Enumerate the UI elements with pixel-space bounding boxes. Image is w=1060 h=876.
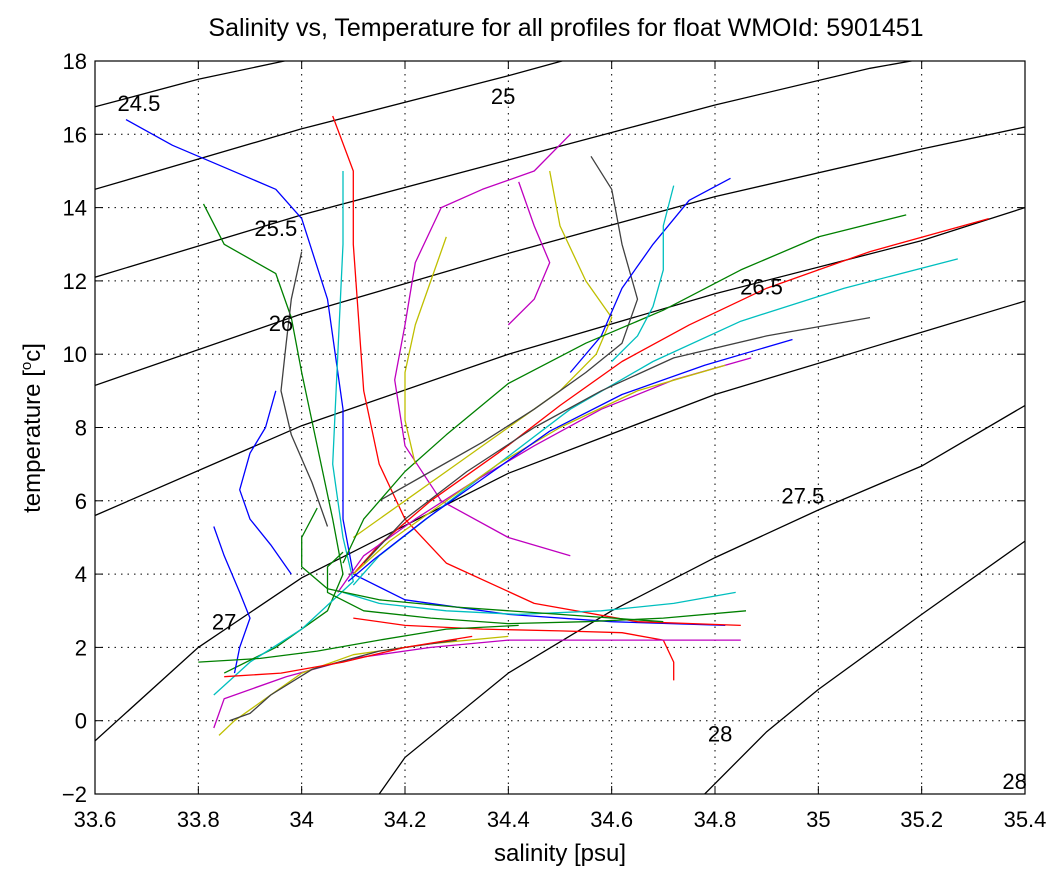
profile-line bbox=[342, 214, 907, 564]
x-tick-label: 34.2 bbox=[384, 807, 427, 832]
density-contour-line bbox=[95, 61, 915, 278]
y-tick-label: 18 bbox=[63, 49, 87, 74]
profile-line bbox=[569, 177, 731, 373]
profile-line bbox=[213, 171, 354, 696]
profile-line bbox=[213, 639, 741, 729]
profile-line bbox=[353, 617, 675, 681]
density-contour-line bbox=[95, 61, 288, 108]
x-tick-label: 35.4 bbox=[1004, 807, 1047, 832]
profile-line bbox=[404, 236, 447, 465]
y-axis-label-suffix: c] bbox=[19, 343, 46, 362]
density-contour-label: 28 bbox=[1002, 769, 1026, 794]
profile-line bbox=[611, 185, 675, 362]
x-tick-label: 34.4 bbox=[487, 807, 530, 832]
profile-line bbox=[198, 624, 519, 663]
profile-line bbox=[342, 591, 736, 616]
y-tick-label: 14 bbox=[63, 196, 87, 221]
y-axis-label-main: temperature [ bbox=[19, 370, 46, 513]
profile-line bbox=[301, 507, 664, 623]
y-tick-label: 4 bbox=[75, 562, 87, 587]
profile-line bbox=[507, 181, 551, 326]
y-tick-labels: −2 0 2 4 6 8 10 12 14 16 18 bbox=[62, 49, 87, 807]
x-axis-label: salinity [psu] bbox=[494, 840, 626, 867]
y-tick-label: 2 bbox=[75, 635, 87, 660]
y-tick-label: 0 bbox=[75, 709, 87, 734]
profile-series bbox=[125, 115, 989, 736]
x-tick-label: 35 bbox=[806, 807, 830, 832]
density-contour-label: 27.5 bbox=[781, 483, 824, 508]
y-tick-label: 12 bbox=[63, 269, 87, 294]
x-tick-label: 34.6 bbox=[590, 807, 633, 832]
density-contour-label: 25 bbox=[491, 84, 515, 109]
y-tick-label: −2 bbox=[62, 782, 87, 807]
profile-line bbox=[352, 217, 989, 575]
y-tick-label: 10 bbox=[63, 342, 87, 367]
profile-line bbox=[352, 364, 726, 575]
profile-line bbox=[202, 203, 344, 674]
density-contour-line bbox=[95, 61, 565, 190]
density-contour-line bbox=[378, 404, 1025, 794]
x-tick-label: 34 bbox=[289, 807, 313, 832]
profile-line bbox=[239, 390, 292, 575]
profile-line bbox=[332, 115, 741, 627]
profile-line bbox=[347, 338, 793, 582]
y-axis-label: temperature [oc] bbox=[18, 343, 46, 513]
density-contour-label: 24.5 bbox=[118, 91, 161, 116]
profile-line bbox=[352, 170, 613, 539]
x-tick-labels: 33.6 33.8 34 34.2 34.4 34.6 34.8 35 35.2 35.4 bbox=[74, 807, 1047, 832]
density-contour-label: 28 bbox=[708, 722, 732, 747]
x-tick-label: 33.6 bbox=[74, 807, 117, 832]
profile-line bbox=[280, 251, 329, 527]
density-contour-label: 27 bbox=[212, 610, 236, 635]
density-contour-label: 26 bbox=[269, 311, 293, 336]
y-axis-label-superscript: o bbox=[18, 362, 35, 370]
axis-ticks bbox=[94, 60, 1026, 795]
density-contour-label: 26.5 bbox=[740, 274, 783, 299]
profile-line bbox=[394, 133, 571, 557]
density-contour-line bbox=[95, 206, 1025, 517]
density-contour-label: 25.5 bbox=[254, 216, 297, 241]
x-tick-label: 34.8 bbox=[694, 807, 737, 832]
density-contour-line bbox=[95, 126, 1025, 387]
profile-line bbox=[229, 639, 457, 722]
profile-line bbox=[378, 155, 639, 502]
y-tick-label: 16 bbox=[63, 122, 87, 147]
x-tick-label: 35.2 bbox=[900, 807, 943, 832]
profile-line bbox=[224, 635, 473, 678]
density-contours bbox=[95, 61, 1025, 794]
density-contour-line bbox=[704, 540, 1025, 794]
density-contour-labels: 24.5 25 25.5 26 26.5 27 27.5 28 28 bbox=[118, 84, 1027, 794]
density-contour-line bbox=[95, 300, 1025, 742]
profile-line bbox=[363, 316, 871, 564]
chart-title: Salinity vs, Temperature for all profile… bbox=[208, 14, 923, 42]
y-tick-label: 6 bbox=[75, 489, 87, 514]
profile-line bbox=[213, 526, 251, 674]
x-tick-label: 33.8 bbox=[177, 807, 220, 832]
y-tick-label: 8 bbox=[75, 416, 87, 441]
